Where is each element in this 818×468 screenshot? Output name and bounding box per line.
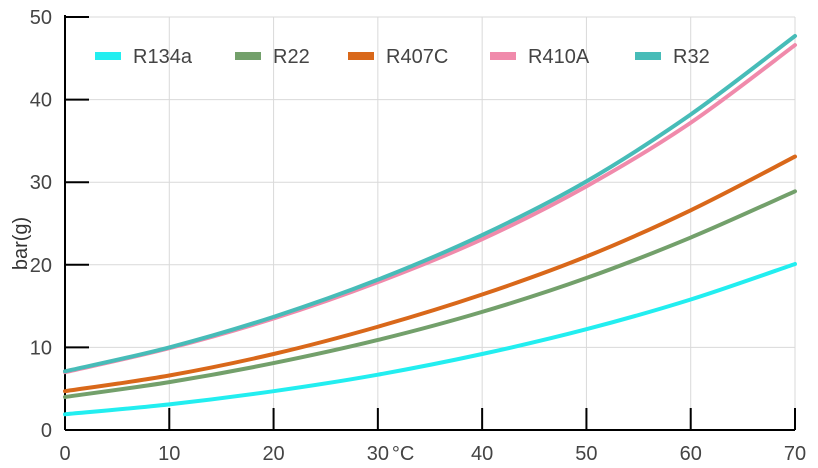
legend-item-r410a: R410A — [490, 46, 590, 68]
legend-item-r407c: R407C — [348, 46, 448, 68]
x-tick-label: 50 — [575, 443, 597, 465]
legend-swatch — [235, 52, 261, 60]
legend-swatch — [490, 52, 516, 60]
legend-swatch — [348, 52, 374, 60]
series-line-r22 — [63, 189, 797, 399]
x-tick-label: 60 — [680, 443, 702, 465]
y-tick-label: 30 — [30, 172, 52, 194]
y-tick-label: 0 — [41, 420, 52, 442]
legend-item-r32: R32 — [635, 46, 710, 68]
series-line-r32 — [63, 34, 797, 374]
legend-label: R410A — [528, 46, 590, 68]
x-tick-label: 20 — [262, 443, 284, 465]
y-tick-label: 20 — [30, 255, 52, 277]
legend-item-r134a: R134a — [95, 46, 193, 68]
legend-label: R32 — [673, 46, 710, 68]
y-tick-label: 50 — [30, 7, 52, 29]
legend-label: R134a — [133, 46, 193, 68]
legend-item-r22: R22 — [235, 46, 310, 68]
legend-label: R22 — [273, 46, 310, 68]
x-axis-unit-label: °C — [392, 443, 414, 465]
grid-lines — [65, 16, 796, 430]
x-tick-label: 10 — [158, 443, 180, 465]
x-tick-label: 40 — [471, 443, 493, 465]
series-line-r407c — [63, 154, 797, 394]
x-tick-label: 0 — [59, 443, 70, 465]
x-tick-label: 30 — [367, 443, 389, 465]
axes: 0 10 20 30 40 50 0 10 20 30 40 50 60 70 — [30, 7, 806, 465]
legend-swatch — [95, 52, 121, 60]
legend: R134a R22 R407C R410A R32 — [95, 46, 710, 68]
y-tick-label: 40 — [30, 90, 52, 112]
legend-label: R407C — [386, 46, 448, 68]
series-lines — [63, 34, 797, 417]
x-tick-label: 70 — [784, 443, 806, 465]
legend-swatch — [635, 52, 661, 60]
series-line-r134a — [63, 261, 797, 417]
series-line-r410a — [63, 43, 797, 375]
y-axis-title: bar(g) — [10, 217, 32, 270]
y-tick-label: 10 — [30, 337, 52, 359]
